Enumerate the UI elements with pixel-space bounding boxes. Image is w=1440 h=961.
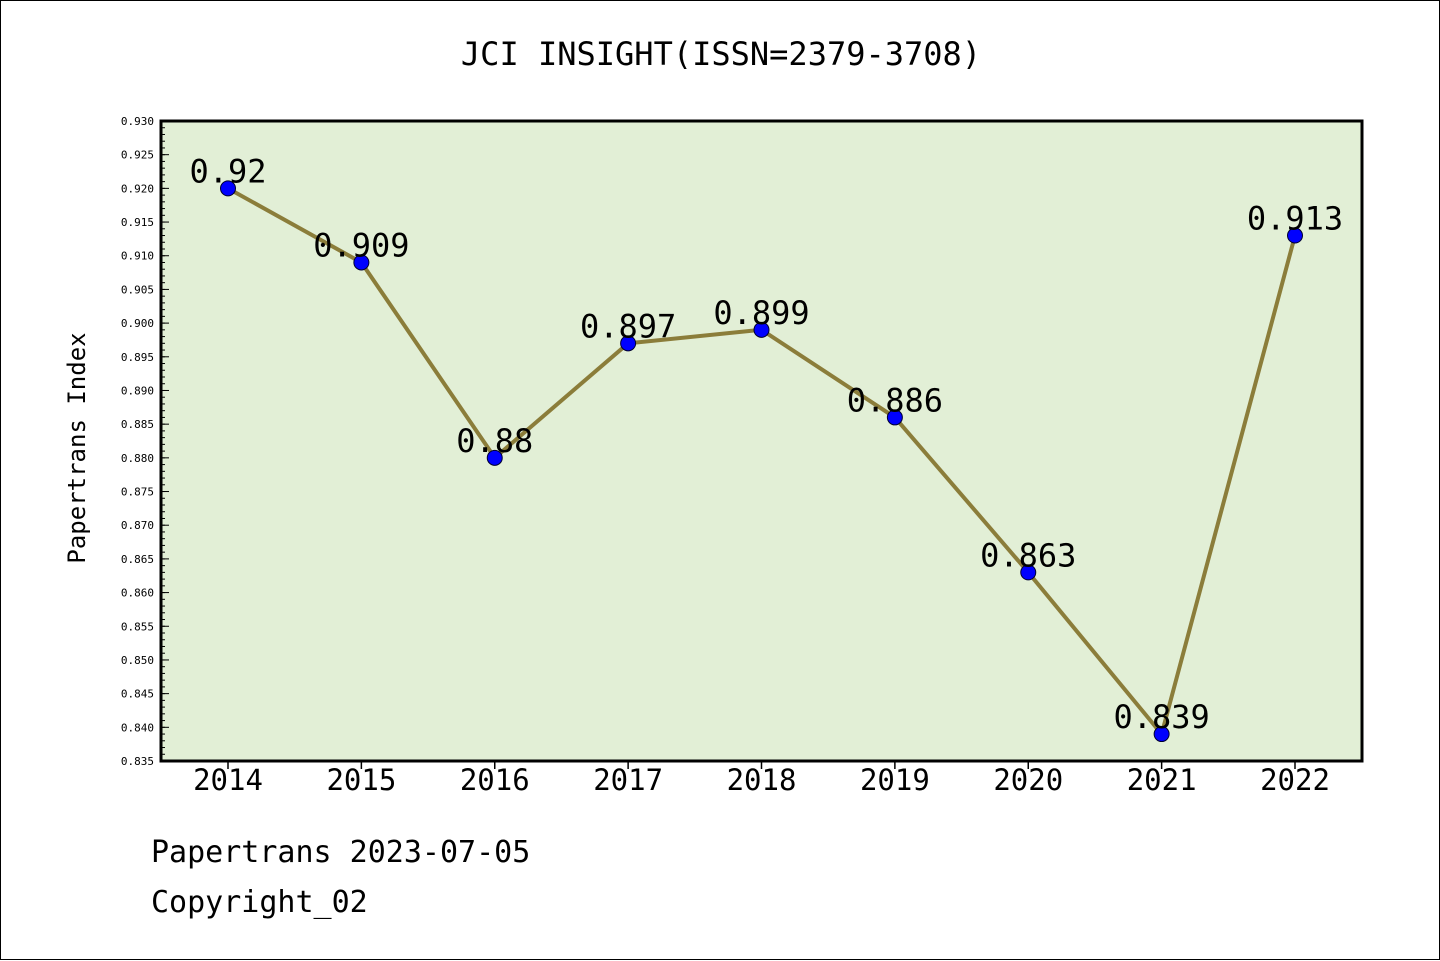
data-point [353, 254, 370, 271]
y-tick-label: 0.890 [121, 384, 154, 397]
data-label: 0.863 [980, 536, 1076, 574]
y-tick-label: 0.930 [121, 115, 154, 128]
y-tick-label: 0.840 [121, 721, 154, 734]
y-tick-label: 0.925 [121, 149, 154, 162]
x-tick-label: 2016 [460, 763, 530, 797]
x-tick-label: 2022 [1260, 763, 1330, 797]
x-tick-label: 2015 [326, 763, 396, 797]
data-point [1287, 227, 1303, 244]
y-tick-label: 0.875 [121, 486, 154, 499]
footer-date: Papertrans 2023-07-05 [151, 835, 531, 870]
x-tick-label: 2018 [727, 763, 797, 797]
y-tick-label: 0.850 [121, 654, 154, 667]
data-label: 0.839 [1113, 698, 1209, 736]
x-tick-label: 2019 [860, 763, 930, 797]
data-point [1153, 726, 1170, 743]
data-label: 0.909 [313, 226, 409, 264]
footer-copyright: Copyright_02 [151, 885, 368, 920]
y-tick-label: 0.900 [121, 317, 154, 330]
data-label: 0.913 [1247, 200, 1343, 238]
x-tick-label: 2021 [1127, 763, 1197, 797]
y-tick-label: 0.860 [121, 587, 154, 600]
chart-title: JCI INSIGHT(ISSN=2379-3708) [460, 35, 982, 73]
y-tick-label: 0.870 [121, 519, 154, 532]
y-tick-label: 0.920 [121, 182, 154, 195]
y-tick-label: 0.915 [121, 216, 154, 229]
data-point [486, 449, 503, 466]
data-point [1020, 564, 1037, 581]
y-tick-label: 0.865 [121, 553, 154, 566]
data-label: 0.92 [189, 152, 266, 190]
y-tick-label: 0.880 [121, 452, 154, 465]
y-tick-label: 0.845 [121, 688, 154, 701]
data-label: 0.897 [580, 307, 676, 345]
data-label: 0.899 [713, 294, 809, 332]
x-tick-label: 2014 [193, 763, 263, 797]
y-tick-label: 0.835 [121, 755, 154, 768]
data-point [620, 335, 637, 352]
y-tick-label: 0.855 [121, 620, 154, 633]
data-point [753, 321, 770, 338]
plot-area [161, 121, 1362, 761]
data-label: 0.886 [847, 381, 943, 419]
x-tick-label: 2020 [993, 763, 1063, 797]
y-tick-label: 0.885 [121, 418, 154, 431]
data-point [220, 180, 236, 197]
x-tick-label: 2017 [593, 763, 663, 797]
y-tick-label: 0.905 [121, 283, 154, 296]
y-tick-label: 0.910 [121, 250, 154, 263]
plot-frame [159, 119, 1364, 763]
y-tick-label: 0.895 [121, 351, 154, 364]
data-label: 0.88 [456, 422, 533, 460]
data-point [886, 409, 903, 426]
